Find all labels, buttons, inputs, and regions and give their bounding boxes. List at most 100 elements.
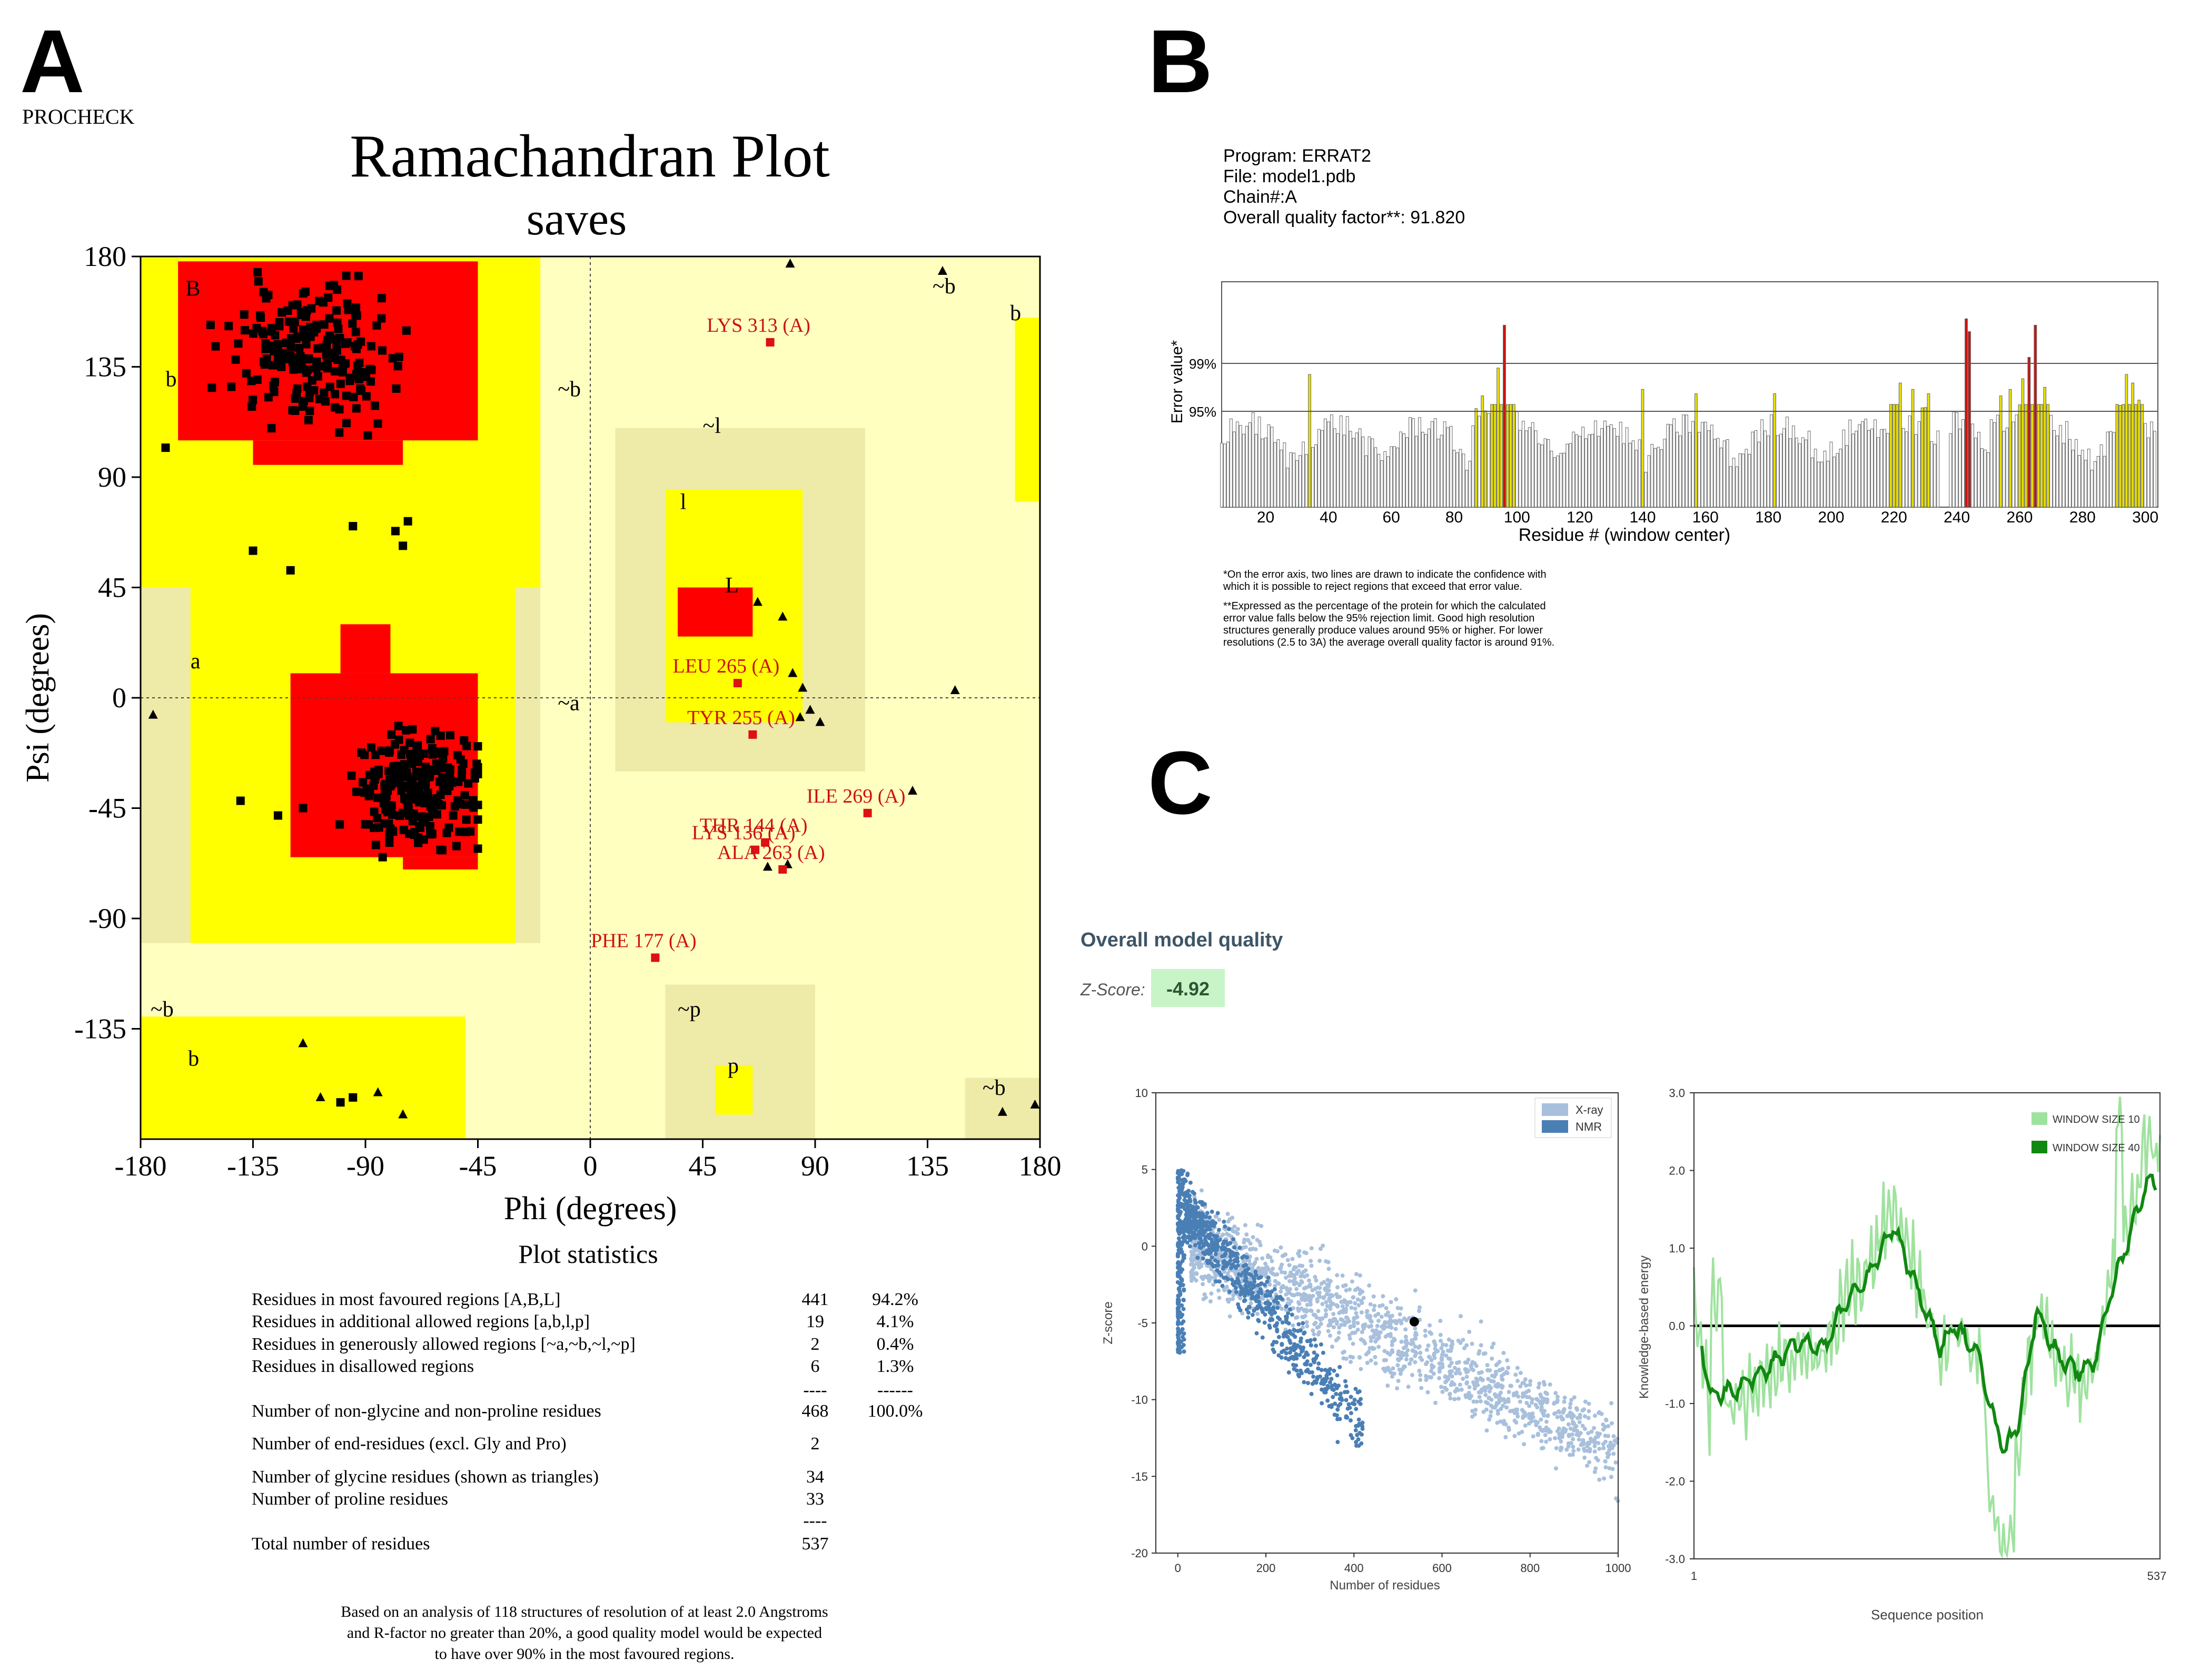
errat-bar [1842,429,1846,508]
errat-bar [1484,410,1488,508]
nmr-point [1272,1340,1276,1345]
residue-point [400,746,409,755]
residue-point [260,357,269,366]
stats-row-pct: ------ [877,1380,913,1400]
residue-point [320,320,329,329]
nmr-point [1293,1335,1297,1339]
xray-point [1384,1306,1389,1310]
xray-point [1368,1314,1373,1319]
xray-point [1284,1286,1289,1290]
errat-x-tick: 100 [1504,509,1530,526]
residue-point [325,281,334,290]
residue-point [419,749,428,758]
nmr-point [1302,1380,1306,1385]
residue-point [445,730,454,739]
stats-row-label: Number of end-residues (excl. Gly and Pr… [252,1434,567,1454]
outlier-point [766,338,775,347]
xray-point [1339,1317,1343,1322]
xray-point [1499,1373,1504,1378]
errat-bar [1870,428,1874,508]
xray-point [1611,1451,1616,1456]
region-allowed-p [715,1065,753,1115]
xray-point [1419,1386,1424,1390]
nmr-point [1214,1279,1218,1284]
errat-bar [1839,449,1842,508]
xray-point [1466,1357,1471,1362]
glycine-point [1030,1099,1040,1109]
stats-row-label: Residues in generously allowed regions [… [252,1335,636,1354]
nmr-point [1176,1177,1181,1181]
xray-point [1452,1366,1457,1370]
errat-bar [1770,414,1773,508]
xray-point [1216,1288,1221,1293]
errat-bar [2015,414,2018,508]
xray-point [1211,1282,1216,1287]
xray-point [1194,1271,1199,1276]
errat-bar [1292,452,1296,508]
xray-point [1243,1244,1248,1249]
nmr-point [1210,1255,1214,1260]
xray-point [1589,1429,1594,1434]
outlier-point [651,953,660,962]
xray-point [1470,1409,1475,1414]
errat-bar [1672,418,1676,508]
errat-x-tick: 300 [2132,509,2158,526]
xray-point [1485,1385,1490,1390]
residue-point [301,287,310,296]
xray-point [1225,1211,1230,1216]
xray-point [1371,1294,1376,1299]
nmr-point [1202,1214,1206,1219]
xray-point [1483,1400,1488,1405]
xray-point [1361,1339,1366,1343]
xray-point [1588,1449,1592,1454]
region-label: ~p [678,997,701,1022]
nmr-point [1186,1230,1191,1234]
xray-point [1593,1466,1598,1471]
nmr-point [1179,1339,1184,1344]
residue-point [428,750,437,759]
region-label: p [728,1054,739,1078]
xray-point [1572,1395,1577,1400]
x-tick-label: 180 [1019,1150,1062,1182]
xray-point [1279,1286,1284,1290]
xray-point [1350,1279,1354,1284]
errat-bar [1936,430,1940,508]
xray-point [1502,1419,1507,1424]
xray-point [1317,1286,1322,1290]
residue-point [296,352,305,361]
errat-bar [2087,449,2090,508]
xray-point [1586,1431,1591,1436]
xray-point [1226,1219,1231,1224]
errat-bar [1364,455,1368,508]
nmr-point [1252,1283,1257,1288]
xray-point [1520,1408,1524,1412]
residue-point [345,377,354,386]
errat-x-tick: 60 [1383,509,1400,526]
scatter-x-tick: 1000 [1606,1562,1631,1575]
xray-point [1344,1288,1349,1293]
nmr-point [1177,1286,1182,1291]
nmr-point [1286,1321,1291,1326]
errat-bar [1230,418,1233,508]
xray-point [1592,1449,1597,1454]
nmr-point [1335,1373,1340,1378]
nmr-point [1176,1222,1181,1227]
nmr-point [1356,1417,1361,1422]
errat-bar [2077,455,2081,508]
xray-point [1379,1315,1384,1319]
nmr-point [1323,1390,1328,1395]
xray-point [1335,1273,1340,1278]
errat-bar [2011,421,2015,508]
residue-point [392,384,401,393]
residue-point [405,738,414,747]
xray-point [1390,1374,1394,1379]
xray-point [1287,1263,1292,1268]
xray-point [1231,1228,1235,1233]
errat-bar [2005,427,2009,508]
xray-point [1405,1348,1410,1352]
xray-point [1592,1444,1597,1448]
nmr-point [1181,1282,1185,1287]
xray-point [1469,1364,1473,1369]
